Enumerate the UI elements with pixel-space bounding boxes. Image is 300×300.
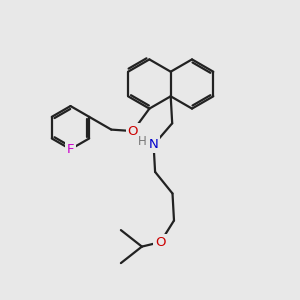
Text: O: O [128,124,138,138]
Text: O: O [155,236,166,249]
Text: N: N [149,138,158,152]
Text: H: H [138,135,147,148]
Text: F: F [67,143,74,156]
